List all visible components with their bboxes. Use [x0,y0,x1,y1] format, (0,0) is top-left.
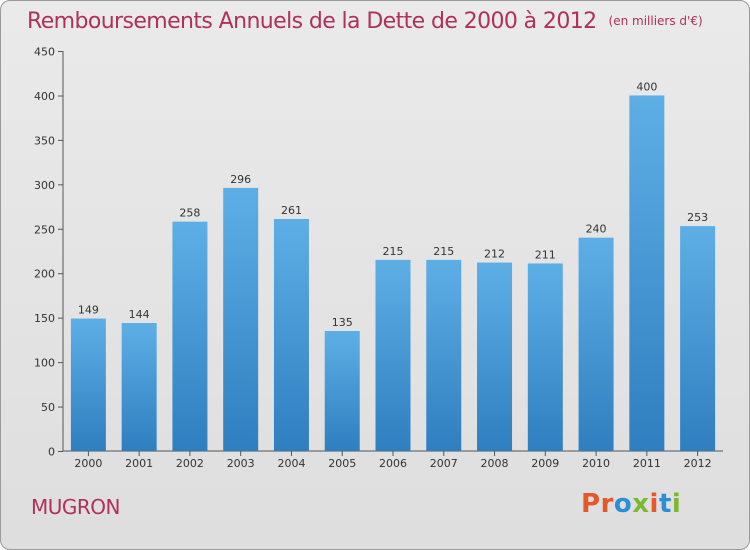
x-tick-label: 2001 [125,457,153,470]
data-label: 215 [383,245,404,258]
bar [172,221,208,451]
data-label: 253 [687,211,708,224]
y-tick-label: 150 [34,312,55,325]
y-tick-label: 0 [48,446,55,459]
data-label: 144 [129,308,150,321]
x-tick-label: 2012 [684,457,712,470]
bar [629,95,665,451]
chart-subtitle: (en milliers d'€) [608,14,703,28]
proxiti-logo: Proxiti [581,489,681,519]
data-label: 211 [535,248,556,261]
logo-letter: r [600,489,614,519]
commune-name: MUGRON [31,495,121,519]
x-tick-label: 2011 [633,457,661,470]
x-tick-label: 2008 [481,457,509,470]
logo-letter: x [632,489,650,519]
bar [121,323,157,451]
bar [273,219,309,451]
y-tick-label: 100 [34,357,55,370]
data-label: 135 [332,316,353,329]
data-label: 212 [484,248,505,261]
x-tick-label: 2003 [227,457,255,470]
data-label: 149 [78,304,99,317]
y-tick-label: 450 [34,46,55,59]
chart-title: Remboursements Annuels de la Dette de 20… [27,9,703,34]
logo-letter: P [581,489,601,519]
x-tick-label: 2002 [176,457,204,470]
data-label: 258 [179,207,200,220]
chart-title-text: Remboursements Annuels de la Dette de 20… [27,9,597,34]
bar [680,226,716,451]
x-tick-label: 2009 [531,457,559,470]
bar [477,262,513,451]
bar [375,259,411,451]
x-tick-label: 2005 [328,457,356,470]
y-tick-label: 50 [41,401,55,414]
bar [426,259,462,451]
x-tick-label: 2010 [582,457,610,470]
bar [70,318,106,451]
bar [578,237,614,451]
logo-letter: i [671,489,682,519]
y-tick-label: 350 [34,134,55,147]
bar [324,331,360,451]
data-label: 261 [281,204,302,217]
x-tick-label: 2000 [74,457,102,470]
data-label: 215 [433,245,454,258]
y-tick-label: 400 [34,90,55,103]
x-tick-label: 2004 [277,457,305,470]
data-label: 296 [230,173,251,186]
y-tick-label: 300 [34,179,55,192]
data-label: 240 [586,223,607,236]
logo-letter: t [658,489,672,519]
y-tick-label: 250 [34,223,55,236]
x-tick-label: 2006 [379,457,407,470]
bar [527,263,563,451]
y-tick-label: 200 [34,268,55,281]
logo-letter: i [649,489,659,519]
data-label: 400 [636,80,657,93]
bar [223,187,259,451]
logo-letter: o [613,489,633,519]
x-tick-label: 2007 [430,457,458,470]
